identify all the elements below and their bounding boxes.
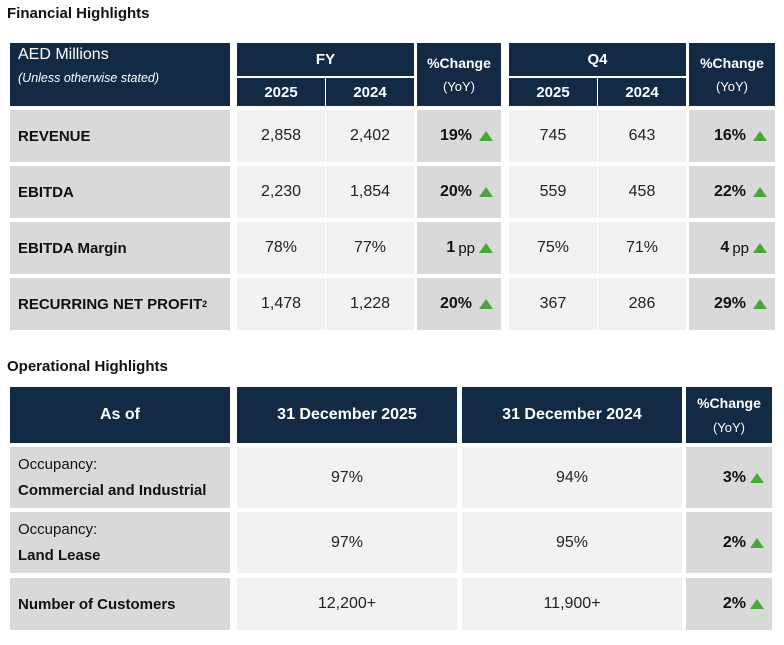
q4-2025-value: 367 [509, 278, 597, 330]
date-prior-header: 31 December 2024 [462, 387, 682, 443]
up-arrow-icon [750, 537, 764, 548]
change-value: 3% [686, 447, 772, 508]
up-arrow-icon [750, 472, 764, 483]
change-number: 19% [439, 127, 472, 144]
up-arrow-icon [479, 243, 493, 253]
q4-change-value: 22% [689, 166, 775, 218]
q4-2025-value: 745 [509, 110, 597, 162]
fy-header: FY [237, 43, 414, 76]
up-arrow-icon [479, 299, 493, 309]
q4-2025-header: 2025 [509, 78, 597, 106]
fy-2024-value: 77% [326, 222, 414, 274]
q4-change-value: 29% [689, 278, 775, 330]
fy-change-value: 1 pp [417, 222, 501, 274]
q4-2024-value: 643 [598, 110, 686, 162]
change-value: 2% [686, 578, 772, 630]
row-label-prefix: Occupancy: [18, 520, 98, 538]
as-of-header: As of [10, 387, 230, 443]
q4-change-value: 16% [689, 110, 775, 162]
q4-2025-value: 559 [509, 166, 597, 218]
row-label: Occupancy: Commercial and Industrial [10, 447, 230, 508]
row-label-prefix: Occupancy: [18, 455, 98, 473]
change-label: %Change [427, 54, 491, 71]
current-value: 97% [237, 512, 457, 573]
row-label-text: Commercial and Industrial [18, 481, 207, 499]
fy-2024-header: 2024 [326, 78, 414, 106]
change-number: 1 [446, 239, 456, 256]
row-label: EBITDA [10, 166, 230, 218]
fy-change-value: 20% [417, 278, 501, 330]
change-number: 4 [720, 239, 730, 256]
change-number: 29% [713, 295, 746, 312]
fy-2025-value: 1,478 [237, 278, 325, 330]
change-value: 2% [686, 512, 772, 573]
change-sub: (YoY) [715, 78, 749, 94]
fy-2025-value: 2,858 [237, 110, 325, 162]
q4-header: Q4 [509, 43, 686, 76]
q4-2025-value: 75% [509, 222, 597, 274]
prior-value: 94% [462, 447, 682, 508]
financial-highlights-title: Financial Highlights [7, 5, 150, 22]
row-label-text: Land Lease [18, 546, 101, 564]
fy-2025-value: 2,230 [237, 166, 325, 218]
current-value: 97% [237, 447, 457, 508]
up-arrow-icon [479, 187, 493, 197]
change-number: 3% [722, 468, 746, 486]
prior-value: 11,900+ [462, 578, 682, 630]
row-label: Occupancy: Land Lease [10, 512, 230, 573]
fy-change-header: %Change (YoY) [417, 43, 501, 106]
change-unit: pp [732, 239, 749, 257]
fy-2024-value: 2,402 [326, 110, 414, 162]
row-label: REVENUE [10, 110, 230, 162]
change-unit: pp [458, 239, 475, 257]
up-arrow-icon [753, 299, 767, 309]
change-sub: (YoY) [712, 420, 746, 435]
change-label: %Change [700, 54, 764, 71]
change-number: 20% [439, 183, 472, 200]
q4-2024-value: 458 [598, 166, 686, 218]
q4-2024-header: 2024 [598, 78, 686, 106]
change-number: 20% [439, 295, 472, 312]
q4-change-header: %Change (YoY) [689, 43, 775, 106]
q4-2024-value: 71% [598, 222, 686, 274]
unit-note: (Unless otherwise stated) [18, 71, 160, 85]
change-sub: (YoY) [442, 78, 476, 94]
change-number: 16% [713, 127, 746, 144]
fy-2024-value: 1,228 [326, 278, 414, 330]
row-label-text: RECURRING NET PROFIT [18, 295, 203, 313]
prior-value: 95% [462, 512, 682, 573]
change-number: 2% [722, 595, 746, 612]
change-header: %Change (YoY) [686, 387, 772, 443]
up-arrow-icon [753, 187, 767, 197]
up-arrow-icon [753, 243, 767, 253]
date-current-header: 31 December 2025 [237, 387, 457, 443]
up-arrow-icon [750, 599, 764, 609]
fy-2024-value: 1,854 [326, 166, 414, 218]
row-label: Number of Customers [10, 578, 230, 630]
fy-2025-header: 2025 [237, 78, 325, 106]
fy-change-value: 19% [417, 110, 501, 162]
q4-change-value: 4 pp [689, 222, 775, 274]
unit-header-cell: AED Millions (Unless otherwise stated) [10, 43, 230, 106]
up-arrow-icon [753, 131, 767, 141]
operational-highlights-title: Operational Highlights [7, 358, 168, 375]
q4-2024-value: 286 [598, 278, 686, 330]
row-label: EBITDA Margin [10, 222, 230, 274]
up-arrow-icon [479, 131, 493, 141]
unit-label: AED Millions [18, 46, 109, 63]
fy-change-value: 20% [417, 166, 501, 218]
row-label: RECURRING NET PROFIT 2 [10, 278, 230, 330]
change-number: 2% [722, 533, 746, 551]
change-label: %Change [697, 395, 761, 411]
change-number: 22% [713, 183, 746, 200]
current-value: 12,200+ [237, 578, 457, 630]
fy-2025-value: 78% [237, 222, 325, 274]
